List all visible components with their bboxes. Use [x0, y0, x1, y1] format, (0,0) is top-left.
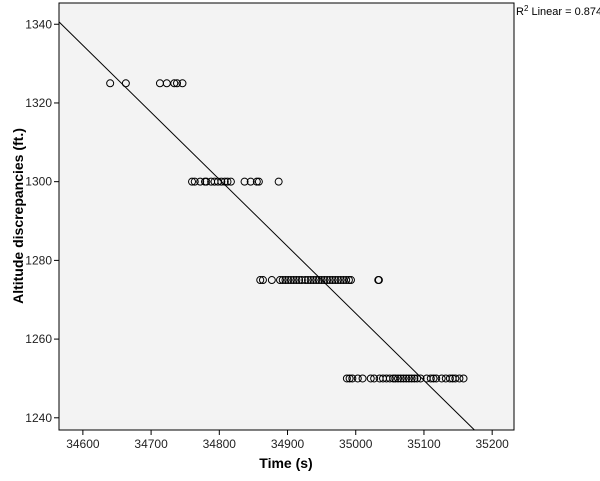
data-point — [173, 79, 182, 88]
x-tick-label: 35200 — [475, 437, 509, 451]
data-point — [399, 374, 408, 383]
data-point — [339, 276, 348, 285]
data-point — [416, 374, 425, 383]
data-point — [451, 374, 460, 383]
data-point — [342, 374, 351, 383]
x-tick-label: 34600 — [66, 437, 100, 451]
data-point — [455, 374, 464, 383]
x-tick-label: 34800 — [203, 437, 237, 451]
data-point — [254, 177, 263, 186]
y-tick-label: 1240 — [25, 411, 52, 425]
data-point — [328, 276, 337, 285]
data-point — [391, 374, 400, 383]
data-point — [336, 276, 345, 285]
data-point — [240, 177, 249, 186]
data-point — [289, 276, 298, 285]
data-point — [217, 177, 226, 186]
data-point — [292, 276, 301, 285]
data-point — [334, 276, 343, 285]
data-point — [394, 374, 403, 383]
data-point — [348, 374, 357, 383]
data-point — [331, 276, 340, 285]
data-point — [323, 276, 332, 285]
data-point — [281, 276, 290, 285]
data-point — [432, 374, 441, 383]
data-point — [297, 276, 306, 285]
data-point — [404, 374, 413, 383]
data-point — [284, 276, 293, 285]
x-tick-label: 35100 — [407, 437, 441, 451]
plot-area — [58, 2, 515, 431]
y-axis-label: Altitude discrepancies (ft.) — [10, 128, 26, 304]
data-point — [178, 79, 187, 88]
x-tick-label: 34700 — [134, 437, 168, 451]
r2-annotation: R2 Linear = 0.874 — [516, 4, 600, 18]
data-point — [346, 276, 355, 285]
data-point — [320, 276, 329, 285]
data-point — [286, 276, 295, 285]
data-point — [389, 374, 398, 383]
y-tick-label: 1280 — [25, 253, 52, 267]
data-point — [342, 276, 351, 285]
data-point — [170, 79, 179, 88]
data-point — [370, 374, 379, 383]
data-point — [309, 276, 318, 285]
data-point — [306, 276, 315, 285]
data-point — [278, 276, 287, 285]
y-tick-label: 1320 — [25, 96, 52, 110]
data-point — [358, 374, 367, 383]
fit-line — [58, 21, 475, 431]
data-point — [202, 177, 211, 186]
data-point — [303, 276, 312, 285]
data-point — [121, 79, 130, 88]
data-point — [226, 177, 235, 186]
data-point — [344, 276, 353, 285]
data-point — [301, 276, 310, 285]
data-point — [353, 374, 362, 383]
data-point — [402, 374, 411, 383]
data-point — [252, 177, 261, 186]
data-point — [426, 374, 435, 383]
data-point — [366, 374, 375, 383]
data-point — [429, 374, 438, 383]
data-point — [162, 79, 171, 88]
x-tick-label: 34900 — [271, 437, 305, 451]
data-point — [396, 374, 405, 383]
data-point — [437, 374, 446, 383]
data-point — [274, 177, 283, 186]
data-point — [317, 276, 326, 285]
data-point — [345, 374, 354, 383]
data-point — [459, 374, 468, 383]
y-axis: 1240 1260 1280 1300 1320 1340 — [25, 17, 59, 425]
x-axis-label: Time (s) — [259, 455, 312, 471]
data-point — [258, 276, 267, 285]
x-tick-label: 35000 — [339, 437, 373, 451]
y-tick-label: 1340 — [25, 17, 52, 31]
data-point — [106, 79, 115, 88]
data-point — [413, 374, 422, 383]
data-point — [407, 374, 416, 383]
data-point — [312, 276, 321, 285]
data-point — [267, 276, 276, 285]
data-point — [246, 177, 255, 186]
data-point — [385, 374, 394, 383]
data-point — [223, 177, 232, 186]
data-point — [188, 177, 197, 186]
data-point — [276, 276, 285, 285]
data-point — [295, 276, 304, 285]
data-point — [325, 276, 334, 285]
data-point — [256, 276, 265, 285]
y-tick-label: 1300 — [25, 175, 52, 189]
data-point — [445, 374, 454, 383]
y-tick-label: 1260 — [25, 332, 52, 346]
data-point — [374, 276, 383, 285]
x-axis: 34600 34700 34800 34900 35000 35100 35200 — [66, 430, 509, 451]
data-point — [190, 177, 199, 186]
data-point — [410, 374, 419, 383]
data-points — [106, 79, 468, 383]
data-point — [196, 177, 205, 186]
